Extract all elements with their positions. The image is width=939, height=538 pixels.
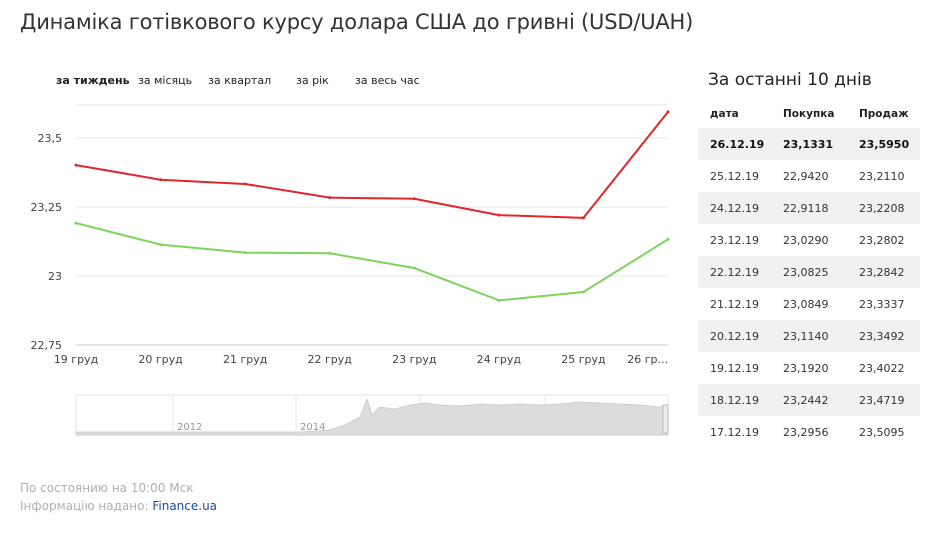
data-point xyxy=(412,266,416,270)
table-row: 18.12.19 23,2442 23,4719 xyxy=(698,384,920,416)
cell-date: 19.12.19 xyxy=(710,361,759,375)
data-point xyxy=(159,178,163,182)
table-row: 17.12.19 23,2956 23,5095 xyxy=(698,416,920,448)
cell-buy: 22,9420 xyxy=(783,169,829,183)
data-point xyxy=(497,213,501,217)
cell-sell: 23,4719 xyxy=(859,384,920,416)
chart-grid xyxy=(76,104,668,346)
navigator-year-label: 2014 xyxy=(300,422,325,433)
cell-sell: 23,5950 xyxy=(859,128,920,160)
page-title: Динаміка готівкового курсу долара США до… xyxy=(20,10,694,34)
table-row: 22.12.19 23,0825 23,2842 xyxy=(698,256,920,288)
rate-chart: 22,75 23 23,25 23,5 19 груд 20 груд 21 груд 22… xyxy=(31,104,670,436)
data-point xyxy=(243,251,247,255)
cell-buy: 23,1331 xyxy=(783,128,859,160)
cell-date: 21.12.19 xyxy=(710,297,759,311)
x-tick-label: 19 груд xyxy=(54,353,99,366)
tab-week[interactable]: за тиждень xyxy=(56,74,130,87)
cell-sell: 23,2842 xyxy=(859,256,920,288)
source-line: Інформацію надано: Finance.ua xyxy=(20,499,217,513)
cell-buy: 23,2442 xyxy=(783,384,859,416)
rates-table: дата Покупка Продаж 26.12.19 23,1331 23,59… xyxy=(698,100,920,448)
cell-sell: 23,2802 xyxy=(859,233,905,247)
table-row: 25.12.19 22,9420 23,2110 xyxy=(698,160,920,192)
y-tick-label: 23,5 xyxy=(38,132,63,145)
period-tabs: за тиждень за місяць за квартал за рік з… xyxy=(56,74,456,90)
data-point xyxy=(666,237,670,241)
cell-sell: 23,2208 xyxy=(859,192,920,224)
cell-buy: 22,9118 xyxy=(783,192,859,224)
data-point xyxy=(666,110,670,114)
data-point xyxy=(412,197,416,201)
cell-buy: 23,0825 xyxy=(783,256,859,288)
sell-rate-line xyxy=(75,111,669,219)
source-prefix: Інформацію надано: xyxy=(20,499,149,513)
range-navigator: 2012201420162018 xyxy=(75,394,669,436)
cell-date: 17.12.19 xyxy=(710,425,759,439)
cell-sell: 23,3337 xyxy=(859,297,905,311)
navigator-handle xyxy=(662,404,669,434)
x-tick-label: 26 гр... xyxy=(627,353,668,366)
y-tick-label: 22,75 xyxy=(31,339,63,352)
cell-date: 18.12.19 xyxy=(698,384,783,416)
x-tick-label: 20 груд xyxy=(138,353,183,366)
cell-date: 23.12.19 xyxy=(710,233,759,247)
y-tick-label: 23 xyxy=(48,270,62,283)
cell-sell: 23,2110 xyxy=(859,169,905,183)
data-point xyxy=(581,290,585,294)
tab-year[interactable]: за рік xyxy=(296,74,329,87)
data-point xyxy=(497,298,501,302)
cell-date: 20.12.19 xyxy=(698,320,783,352)
cell-date: 25.12.19 xyxy=(710,169,759,183)
chart-lines xyxy=(74,110,670,302)
cell-sell: 23,5095 xyxy=(859,425,905,439)
table-row: 20.12.19 23,1140 23,3492 xyxy=(698,320,920,352)
x-tick-label: 23 груд xyxy=(392,353,437,366)
data-point xyxy=(328,251,332,255)
header-buy: Покупка xyxy=(783,108,835,120)
table-row: 24.12.19 22,9118 23,2208 xyxy=(698,192,920,224)
cell-date: 24.12.19 xyxy=(698,192,783,224)
x-axis: 19 груд 20 груд 21 груд 22 груд 23 груд 24 гр… xyxy=(54,353,668,366)
sidebar-title: За останні 10 днів xyxy=(708,70,872,90)
tab-quarter[interactable]: за квартал xyxy=(208,74,272,87)
table-row: 26.12.19 23,1331 23,5950 xyxy=(698,128,920,160)
cell-buy: 23,1140 xyxy=(783,320,859,352)
y-axis: 22,75 23 23,25 23,5 xyxy=(31,132,63,352)
cell-buy: 23,1920 xyxy=(783,361,829,375)
cell-date: 26.12.19 xyxy=(698,128,783,160)
navigator-year-label: 2012 xyxy=(177,422,202,433)
table-row: 19.12.19 23,1920 23,4022 xyxy=(698,352,920,384)
data-point xyxy=(159,243,163,247)
table-header-row: дата Покупка Продаж xyxy=(698,100,920,128)
source-link[interactable]: Finance.ua xyxy=(152,499,218,513)
x-tick-label: 21 груд xyxy=(223,353,268,366)
data-point xyxy=(74,163,78,167)
data-point xyxy=(74,221,78,225)
table-row: 21.12.19 23,0849 23,3337 xyxy=(698,288,920,320)
data-point xyxy=(328,196,332,200)
x-tick-label: 25 груд xyxy=(561,353,606,366)
buy-rate-line xyxy=(75,222,669,302)
tab-all-time[interactable]: за весь час xyxy=(355,74,420,87)
cell-buy: 23,0290 xyxy=(783,233,829,247)
x-tick-label: 24 груд xyxy=(477,353,522,366)
cell-sell: 23,3492 xyxy=(859,320,920,352)
data-point xyxy=(243,182,247,186)
header-sell: Продаж xyxy=(859,108,909,120)
tab-month[interactable]: за місяць xyxy=(138,74,193,87)
cell-sell: 23,4022 xyxy=(859,361,905,375)
cell-buy: 23,0849 xyxy=(783,297,829,311)
cell-buy: 23,2956 xyxy=(783,425,829,439)
status-text: По состоянию на 10:00 Мск xyxy=(20,481,194,495)
header-date: дата xyxy=(710,108,739,120)
x-tick-label: 22 груд xyxy=(308,353,353,366)
y-tick-label: 23,25 xyxy=(31,201,63,214)
cell-date: 22.12.19 xyxy=(698,256,783,288)
table-row: 23.12.19 23,0290 23,2802 xyxy=(698,224,920,256)
data-point xyxy=(581,216,585,220)
navigator-series xyxy=(75,397,669,436)
